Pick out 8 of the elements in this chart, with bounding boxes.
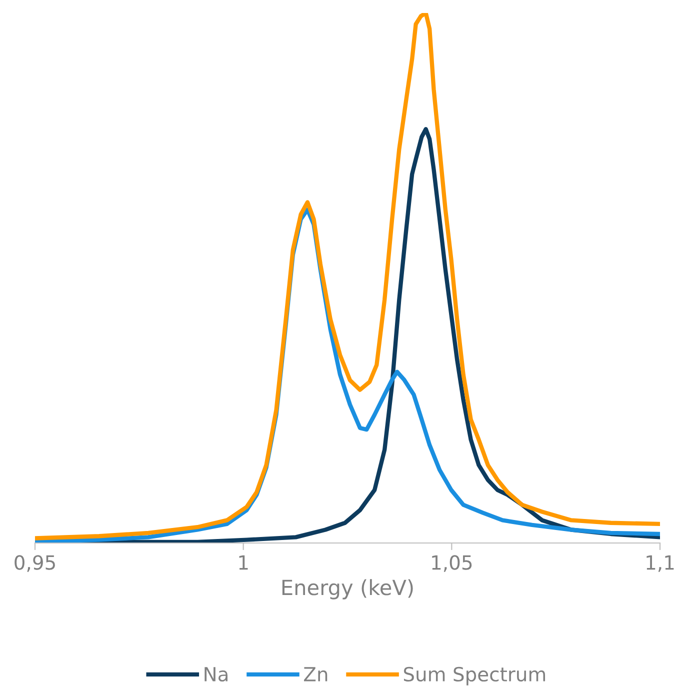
legend-label: Sum Spectrum — [404, 666, 546, 686]
x-tick-label: 1 — [239, 555, 248, 570]
x-tick-label: 1,1 — [646, 555, 674, 572]
legend-label: Zn — [304, 667, 328, 682]
x-tick-label: 0,95 — [14, 555, 55, 572]
legend-label: Na — [204, 667, 228, 682]
x-axis-title: Energy (keV) — [282, 579, 413, 600]
x-tick-label: 1,05 — [432, 555, 472, 572]
